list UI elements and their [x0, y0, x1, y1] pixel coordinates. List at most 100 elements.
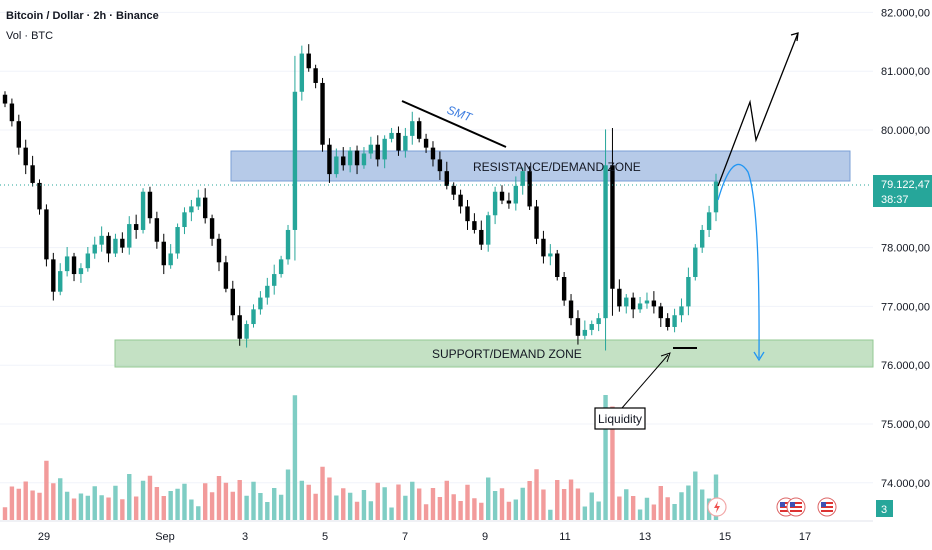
volume-bar: [527, 481, 532, 520]
candle-body: [396, 132, 401, 151]
candle-body: [582, 329, 588, 336]
volume-bar: [658, 486, 663, 520]
corner-badge[interactable]: [876, 500, 893, 517]
candle-body: [320, 82, 325, 145]
volume-bars: [2, 395, 719, 520]
volume-bar: [175, 488, 180, 520]
candle-body: [651, 300, 657, 307]
volume-bar: [99, 495, 104, 520]
candle-body: [706, 212, 712, 230]
volume-bar: [403, 495, 408, 520]
volume-bar: [410, 481, 415, 520]
volume-bar: [686, 485, 691, 520]
candle-body: [230, 288, 235, 316]
candle-body: [189, 206, 194, 213]
candles: [2, 44, 719, 351]
candle-body: [513, 185, 519, 204]
volume-bar: [451, 494, 456, 520]
volume-bar: [665, 497, 670, 520]
volume-indicator-label[interactable]: Vol · BTC: [6, 30, 54, 42]
candle-body: [403, 135, 408, 151]
volume-bar: [106, 497, 111, 520]
candle-body: [272, 274, 277, 286]
volume-bar: [617, 496, 622, 520]
time-tick-label: 15: [719, 531, 731, 543]
candle-body: [78, 268, 84, 275]
price-tick-label: 74.000,00: [881, 478, 930, 490]
candle-body: [9, 103, 15, 122]
current-price-tag: [873, 175, 932, 207]
volume-bar: [575, 488, 581, 520]
smt-line: [401, 100, 507, 148]
us-flag-icon[interactable]: [817, 497, 837, 517]
volume-bar: [251, 481, 256, 520]
volume-bar: [127, 474, 132, 520]
price-axis[interactable]: 82.000,00 81.000,00 80.000,00 78.000,00 77.0…: [881, 7, 930, 489]
candle-body: [548, 253, 553, 257]
candle-body: [575, 318, 581, 336]
volume-bar: [458, 501, 463, 520]
volume-bar: [334, 495, 339, 520]
liquidity-arrowhead: [660, 352, 671, 363]
candle-body: [58, 271, 63, 292]
volume-bar: [306, 484, 311, 520]
volume-bar: [693, 471, 698, 520]
candle-body: [244, 324, 249, 339]
volume-bar: [679, 492, 684, 520]
candle-body: [51, 259, 56, 292]
volume-bar: [285, 469, 291, 520]
candle-body: [423, 138, 429, 148]
volume-bar: [92, 486, 97, 520]
volume-bar: [161, 496, 166, 520]
volume-bar: [216, 476, 222, 520]
candle-body: [375, 144, 380, 160]
candle-body: [492, 191, 498, 216]
volume-bar: [389, 507, 394, 520]
volume-bar: [499, 488, 505, 520]
candle-body: [672, 315, 677, 327]
volume-bar: [2, 507, 8, 520]
time-tick-label: 13: [639, 531, 651, 543]
volume-bar: [555, 480, 560, 520]
volume-bar: [437, 497, 443, 520]
volume-bar: [292, 395, 298, 520]
volume-bar: [644, 497, 650, 520]
projection-up-arrowhead: [790, 32, 799, 42]
candle-body: [347, 150, 353, 166]
candle-body: [175, 227, 180, 254]
volume-bar: [78, 493, 84, 520]
flash-icon[interactable]: [707, 497, 727, 517]
candle-body: [223, 262, 229, 289]
volume-bar: [133, 496, 139, 520]
candle-body: [699, 229, 705, 248]
volume-bar: [486, 477, 491, 520]
volume-bar: [713, 474, 719, 520]
time-axis[interactable]: 29 Sep 3 5 7 9 11 13 15 17: [38, 531, 811, 543]
volume-bar: [58, 478, 63, 520]
candle-body: [679, 306, 684, 316]
support-zone-label: SUPPORT/DEMAND ZONE: [432, 347, 582, 361]
candle-body: [610, 165, 615, 289]
projection-up-path: [717, 32, 799, 187]
volume-bar: [630, 496, 636, 520]
candle-body: [182, 212, 187, 228]
liquidity-arrow: [621, 354, 669, 409]
symbol-title[interactable]: Bitcoin / Dollar · 2h · Binance: [6, 10, 159, 22]
volume-bar: [202, 483, 208, 520]
volume-bar: [361, 490, 367, 520]
candle-body: [292, 91, 298, 230]
projection-down-curve: [717, 163, 760, 359]
volume-bar: [209, 492, 215, 520]
candle-body: [486, 215, 491, 245]
us-flag-icon[interactable]: [786, 497, 806, 517]
support-zone: [114, 339, 874, 368]
candle-body: [299, 53, 305, 92]
candle-body: [472, 221, 477, 230]
volume-bar: [610, 406, 615, 520]
volume-bar: [520, 487, 525, 520]
candle-body: [458, 194, 463, 207]
candle-body: [430, 147, 436, 160]
candle-body: [389, 132, 394, 139]
